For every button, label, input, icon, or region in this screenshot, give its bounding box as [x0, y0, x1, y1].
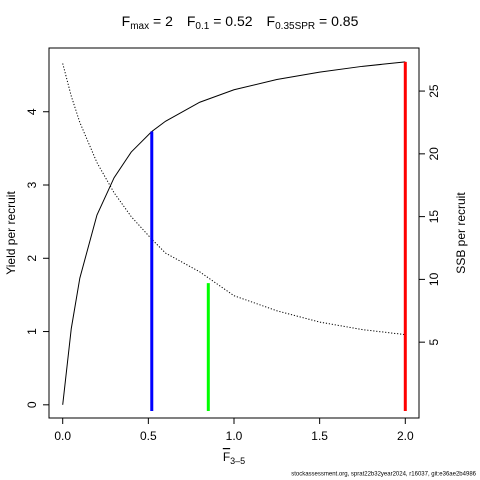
y2-tick-label: 20	[427, 147, 441, 161]
y-tick-label: 4	[25, 108, 39, 115]
y2-tick-label: 25	[427, 84, 441, 98]
y2-tick-label: 15	[427, 210, 441, 224]
title-equals: =	[209, 13, 225, 29]
x-label-main: F	[223, 450, 230, 464]
title-subscript: max	[130, 21, 149, 32]
y2-axis-label: SSB per recruit	[454, 192, 468, 274]
x-tick-label: 1.0	[226, 429, 243, 443]
curve	[62, 61, 406, 405]
chart-title: Fmax = 2 F0.1 = 0.52 F0.35SPR = 0.85	[122, 13, 359, 32]
title-subscript: 0.35SPR	[275, 21, 315, 32]
y-tick-label: 0	[25, 401, 39, 408]
title-value: 0.85	[331, 13, 358, 29]
footer: stockassessment.org, sprat22b32year2024,…	[291, 472, 476, 478]
x-tick-label: 1.5	[311, 429, 328, 443]
x-axis-label: F3–5	[223, 450, 245, 466]
y2-tick-label: 10	[427, 272, 441, 286]
x-tick-label: 2.0	[397, 429, 414, 443]
title-symbol: F	[122, 13, 131, 29]
y-tick-label: 2	[25, 255, 39, 262]
title-symbol: F	[187, 13, 196, 29]
title-value: 2	[165, 13, 173, 29]
title-subscript: 0.1	[195, 21, 209, 32]
x-tick-label: 0.0	[54, 429, 71, 443]
title-equals: =	[149, 13, 165, 29]
x-label-sub: 3–5	[230, 456, 245, 466]
x-tick-label: 0.5	[140, 429, 157, 443]
y-tick-label: 1	[25, 328, 39, 335]
y2-tick-label: 5	[427, 339, 441, 346]
plot-frame	[48, 47, 420, 419]
title-value: 0.52	[225, 13, 252, 29]
y-tick-label: 3	[25, 181, 39, 188]
y-axis-label: Yield per recruit	[4, 191, 18, 275]
title-equals: =	[315, 13, 331, 29]
curve	[62, 63, 406, 336]
title-symbol: F	[267, 13, 276, 29]
